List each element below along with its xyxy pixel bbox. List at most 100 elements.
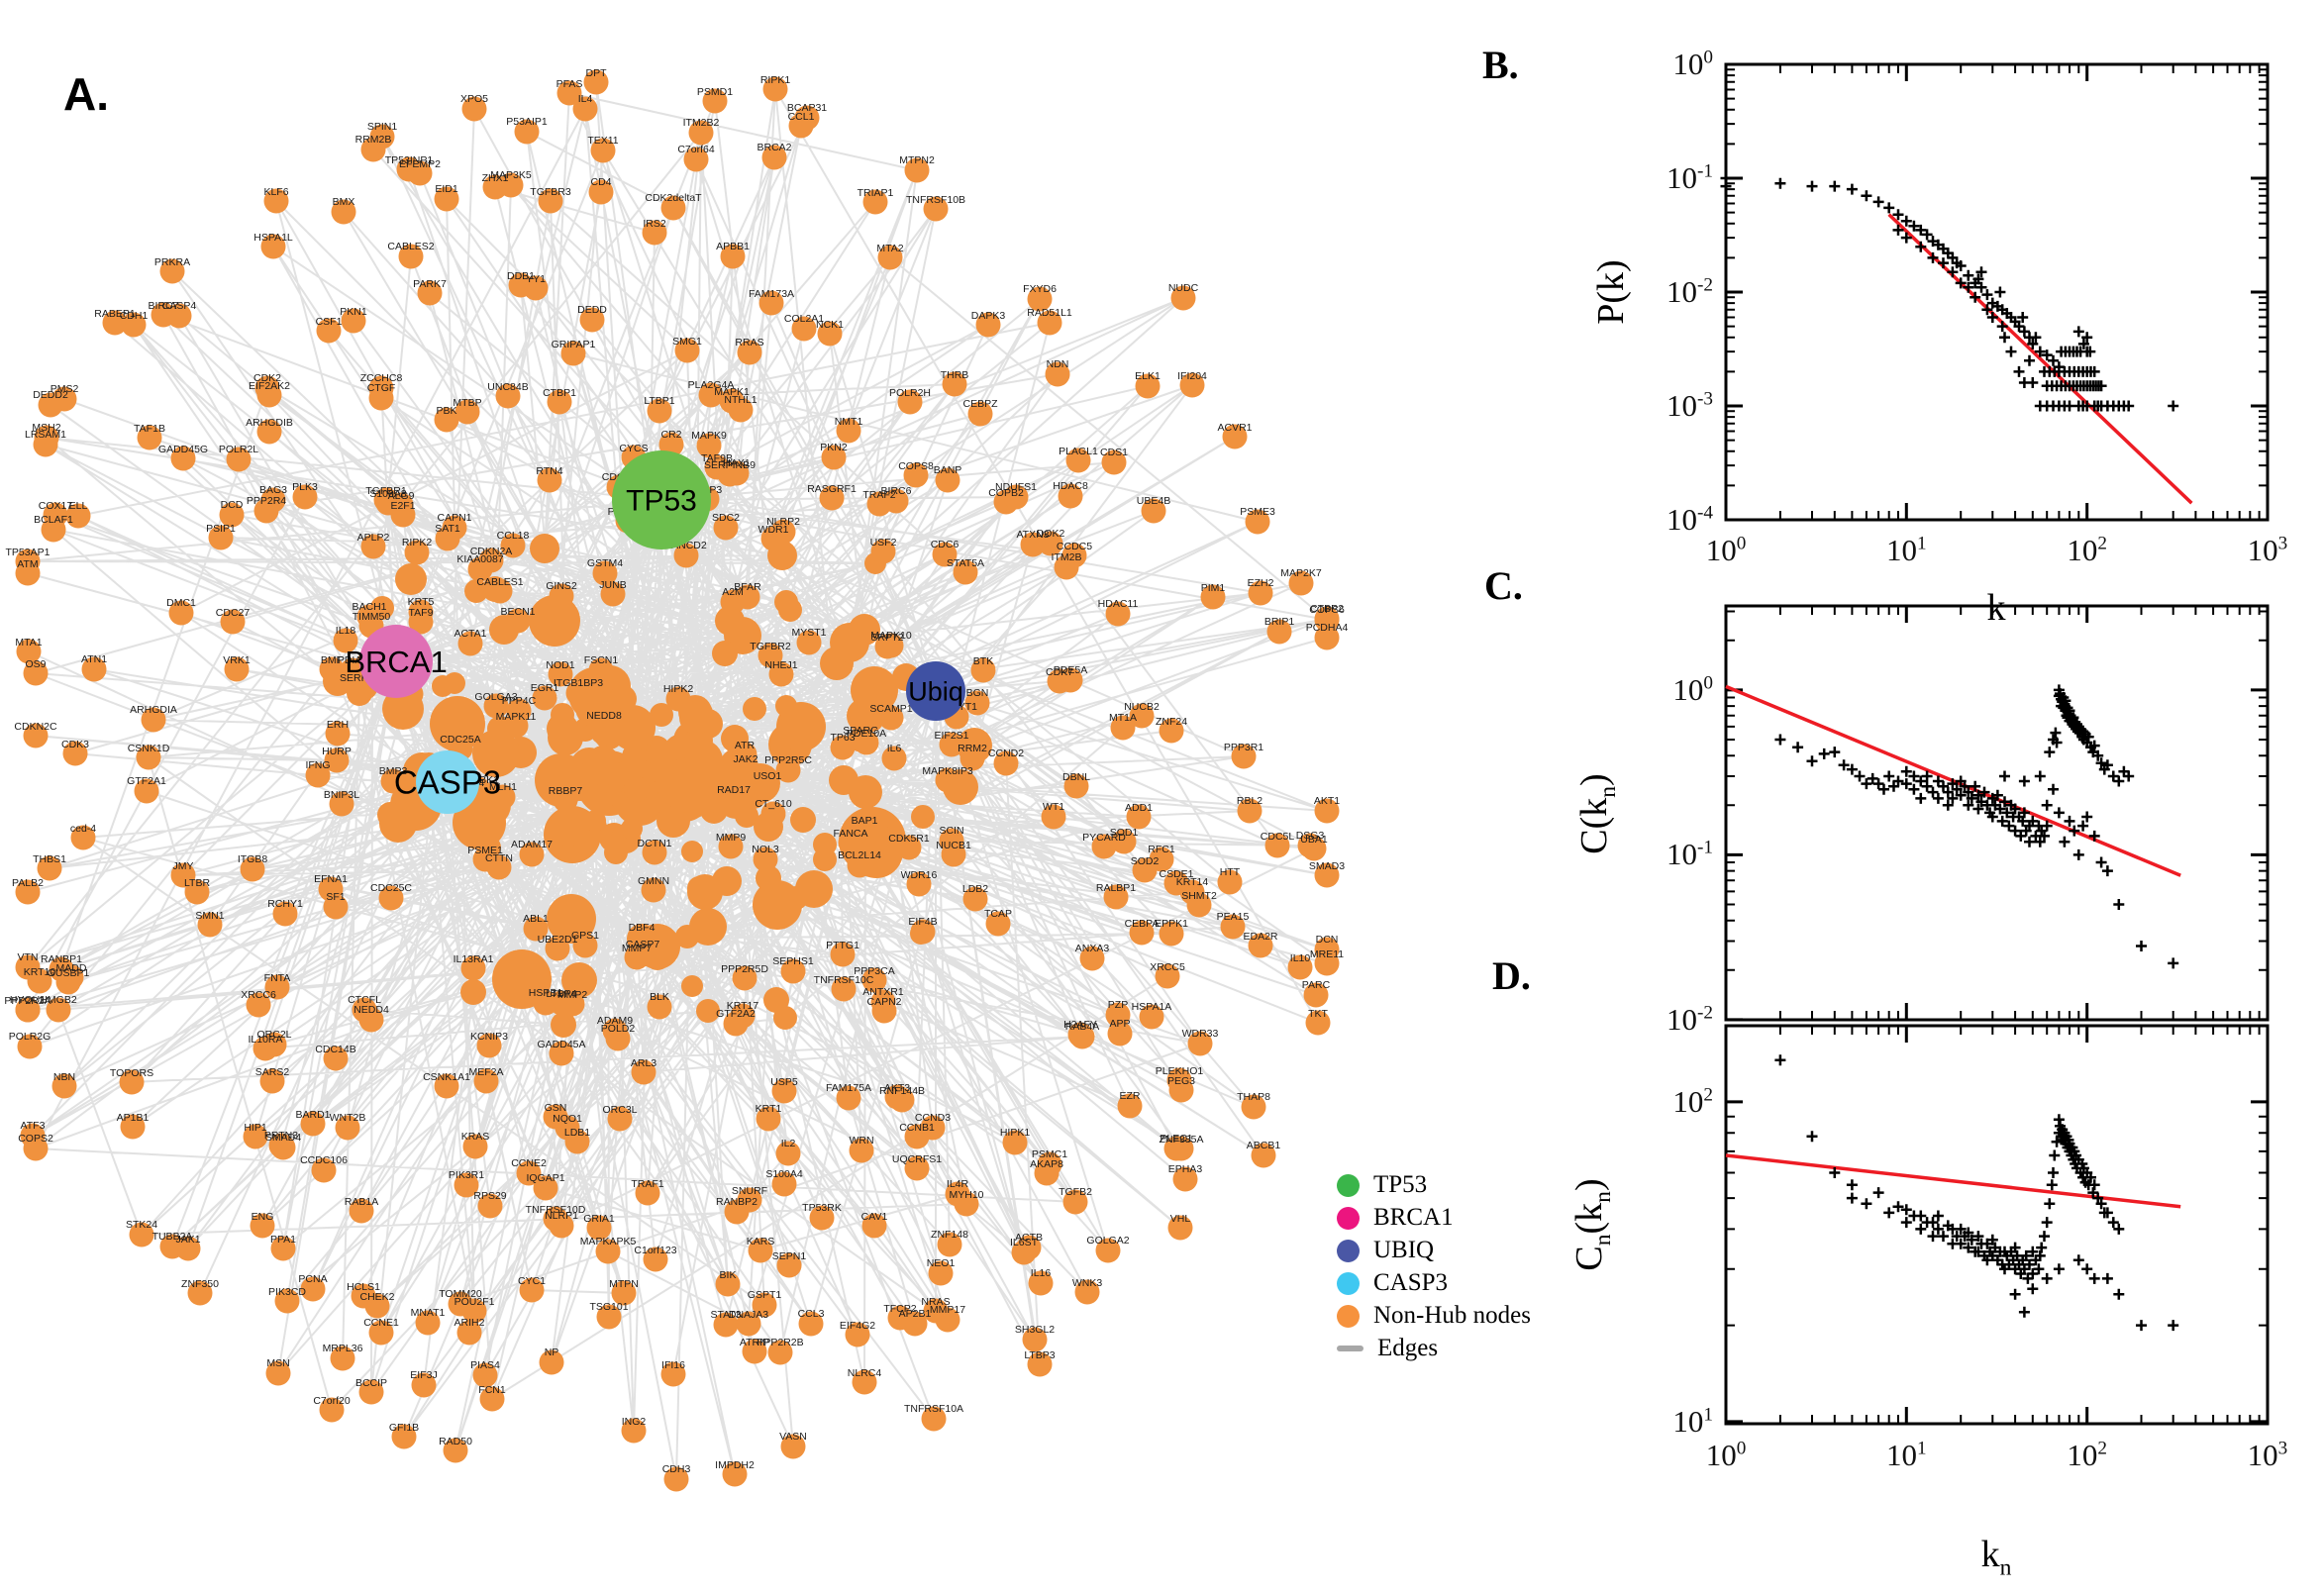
svg-text:PDE5A: PDE5A [1054, 664, 1087, 676]
svg-text:PPP2R5D: PPP2R5D [721, 963, 768, 975]
svg-text:DNAJA3: DNAJA3 [729, 1309, 768, 1321]
svg-text:DBF4: DBF4 [629, 922, 656, 934]
svg-text:PPA1: PPA1 [270, 1234, 296, 1246]
svg-text:ELL: ELL [69, 500, 88, 512]
svg-text:BRIP1: BRIP1 [1264, 616, 1295, 628]
svg-text:IFI204: IFI204 [1177, 370, 1207, 382]
svg-text:ADAM9: ADAM9 [597, 1015, 633, 1027]
axis-text: k [1986, 587, 2006, 629]
node-swatch-icon [1337, 1239, 1360, 1262]
svg-text:A2M: A2M [722, 586, 744, 598]
svg-text:SHMT2: SHMT2 [1181, 890, 1217, 902]
svg-text:PSIP1: PSIP1 [206, 523, 236, 535]
svg-text:MYH10: MYH10 [949, 1189, 983, 1201]
svg-text:KRAS: KRAS [461, 1131, 490, 1143]
svg-text:PSMC1: PSMC1 [1032, 1148, 1067, 1160]
svg-text:UQCRFS1: UQCRFS1 [892, 1153, 942, 1165]
svg-text:CDC25A: CDC25A [440, 734, 480, 746]
svg-text:PBK: PBK [436, 405, 456, 417]
hub-node-label: Ubiq [908, 676, 963, 706]
svg-text:PLAGL1: PLAGL1 [1059, 446, 1098, 457]
svg-text:LTBP4: LTBP4 [546, 988, 576, 1000]
svg-text:SMG1: SMG1 [672, 336, 702, 348]
axis-text: 100 [1672, 47, 1713, 81]
svg-text:ABCB1: ABCB1 [1247, 1140, 1281, 1151]
svg-text:KRT17: KRT17 [727, 1000, 759, 1012]
svg-text:HIPK2: HIPK2 [663, 683, 694, 695]
svg-text:HAX1: HAX1 [723, 457, 751, 469]
svg-text:COPS6: COPS6 [1309, 604, 1345, 616]
svg-text:CASP4: CASP4 [162, 300, 197, 312]
svg-text:H2AFY: H2AFY [1063, 1019, 1097, 1031]
svg-text:BMF: BMF [321, 654, 343, 666]
svg-text:LTBP1: LTBP1 [644, 395, 674, 407]
svg-text:BAG3: BAG3 [259, 484, 287, 496]
svg-text:THAP8: THAP8 [1237, 1091, 1270, 1103]
legend-item-label: TP53 [1373, 1171, 1428, 1198]
svg-text:MADD: MADD [56, 962, 87, 974]
svg-text:EIF2AK2: EIF2AK2 [249, 380, 290, 392]
svg-text:HTT: HTT [1220, 866, 1241, 878]
svg-text:BMX: BMX [333, 196, 355, 208]
svg-text:BMP3: BMP3 [379, 765, 408, 777]
svg-text:CT_610: CT_610 [755, 798, 792, 810]
svg-text:THBS1: THBS1 [33, 853, 66, 865]
svg-text:FAM175A: FAM175A [826, 1082, 871, 1094]
svg-text:EPHA3: EPHA3 [1168, 1163, 1203, 1175]
svg-text:COL2A1: COL2A1 [784, 313, 824, 325]
axis-text: 103 [2247, 1438, 2288, 1472]
svg-text:DMC1: DMC1 [166, 597, 196, 609]
svg-text:SMN1: SMN1 [195, 910, 224, 922]
legend-item: BRCA1 [1337, 1204, 1531, 1231]
svg-text:CCND2: CCND2 [988, 748, 1024, 759]
svg-text:PCDHA4: PCDHA4 [1306, 622, 1349, 634]
svg-text:NRAS: NRAS [921, 1296, 950, 1308]
svg-text:PPP3R1: PPP3R1 [1224, 742, 1263, 753]
svg-text:BANP: BANP [934, 464, 962, 476]
svg-text:MNAT1: MNAT1 [411, 1307, 446, 1319]
svg-text:RCHY1: RCHY1 [267, 898, 303, 910]
svg-text:DCD: DCD [221, 499, 244, 511]
edge-swatch-icon [1337, 1346, 1364, 1351]
panel-b-label: B. [1482, 43, 1519, 87]
svg-text:AKT3: AKT3 [884, 1082, 910, 1094]
svg-text:EZH2: EZH2 [1248, 577, 1274, 589]
svg-text:RAD50: RAD50 [439, 1436, 472, 1447]
svg-text:CDH3: CDH3 [662, 1463, 691, 1475]
svg-text:SERPINB9: SERPINB9 [704, 459, 756, 471]
svg-text:DBNL: DBNL [1062, 771, 1090, 783]
svg-text:FNTA: FNTA [264, 972, 291, 984]
node-swatch-icon [1337, 1304, 1360, 1328]
svg-text:TAF9: TAF9 [409, 607, 434, 619]
svg-text:GSPT1: GSPT1 [748, 1289, 782, 1301]
svg-text:IMPDH2: IMPDH2 [715, 1459, 755, 1471]
svg-text:IL4R: IL4R [947, 1178, 969, 1190]
svg-text:NQO1: NQO1 [553, 1113, 582, 1125]
svg-text:SOD2: SOD2 [1131, 855, 1160, 867]
svg-text:TP53INP1: TP53INP1 [385, 154, 434, 166]
svg-text:LRSAM1: LRSAM1 [25, 429, 66, 441]
svg-text:JAK1: JAK1 [175, 1234, 200, 1246]
svg-text:BCL2L14: BCL2L14 [838, 849, 881, 861]
svg-text:CSDE1: CSDE1 [1159, 868, 1193, 880]
svg-text:EIF4G2: EIF4G2 [840, 1320, 875, 1332]
panel-d-plot [1724, 1024, 2270, 1426]
scatter-points [1720, 172, 2179, 412]
panel-d-label: D. [1492, 953, 1531, 998]
svg-text:DCN: DCN [1316, 934, 1339, 946]
svg-text:SDC2: SDC2 [712, 512, 740, 524]
svg-text:MAPK11: MAPK11 [496, 711, 537, 723]
svg-text:PPP4C: PPP4C [502, 695, 537, 707]
svg-text:AKT1: AKT1 [1314, 795, 1340, 807]
hub-node-label: TP53 [626, 485, 697, 518]
hub-node-label: CASP3 [394, 764, 501, 801]
svg-text:RIPK2: RIPK2 [402, 537, 433, 549]
svg-text:CCDC106: CCDC106 [300, 1154, 348, 1166]
svg-text:IL13RA1: IL13RA1 [454, 953, 494, 965]
svg-text:MMP9: MMP9 [716, 832, 746, 844]
svg-text:PPP2R4: PPP2R4 [247, 495, 286, 507]
svg-text:FANCA: FANCA [833, 828, 867, 840]
svg-text:SEPN1: SEPN1 [772, 1250, 807, 1262]
svg-text:SPIN1: SPIN1 [367, 121, 398, 133]
